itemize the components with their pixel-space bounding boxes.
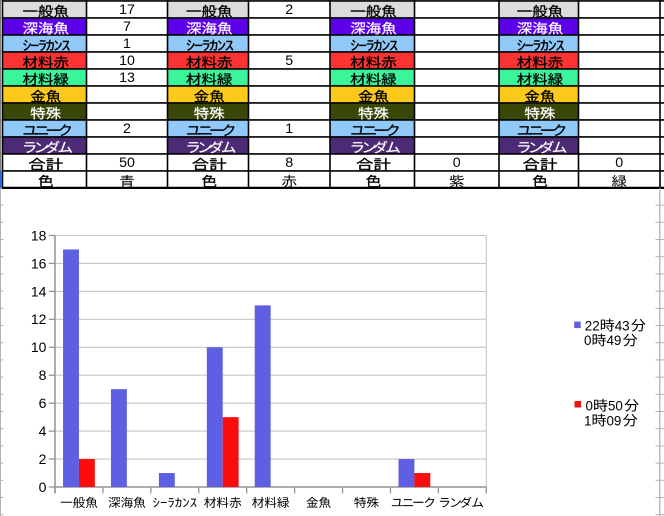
svg-text:6: 6: [39, 395, 47, 411]
svg-text:09: 09: [606, 413, 621, 428]
svg-text:22: 22: [585, 318, 600, 333]
svg-text:0: 0: [453, 155, 461, 171]
svg-text:0: 0: [586, 399, 593, 414]
svg-text:8: 8: [285, 155, 293, 171]
svg-text:12: 12: [31, 311, 47, 327]
svg-text:0: 0: [615, 155, 623, 171]
svg-text:49: 49: [606, 333, 621, 348]
svg-text:1: 1: [123, 36, 131, 52]
svg-text:0: 0: [584, 333, 591, 348]
svg-text:4: 4: [39, 423, 47, 439]
svg-text:2: 2: [123, 121, 131, 137]
svg-text:16: 16: [31, 255, 47, 271]
svg-text:13: 13: [119, 70, 135, 86]
svg-text:14: 14: [31, 283, 47, 299]
svg-text:50: 50: [608, 399, 623, 414]
svg-text:1: 1: [584, 413, 591, 428]
svg-text:10: 10: [31, 339, 47, 355]
svg-text:7: 7: [123, 19, 131, 35]
svg-text:2: 2: [285, 2, 293, 18]
svg-text:17: 17: [119, 2, 135, 18]
svg-text:43: 43: [615, 318, 630, 333]
svg-text:8: 8: [39, 367, 47, 383]
svg-text:50: 50: [119, 155, 135, 171]
svg-text:10: 10: [119, 53, 135, 69]
svg-text:2: 2: [39, 451, 47, 467]
svg-text:18: 18: [31, 227, 47, 243]
svg-text:5: 5: [285, 53, 293, 69]
svg-text:0: 0: [39, 479, 47, 495]
svg-text:1: 1: [285, 121, 293, 137]
